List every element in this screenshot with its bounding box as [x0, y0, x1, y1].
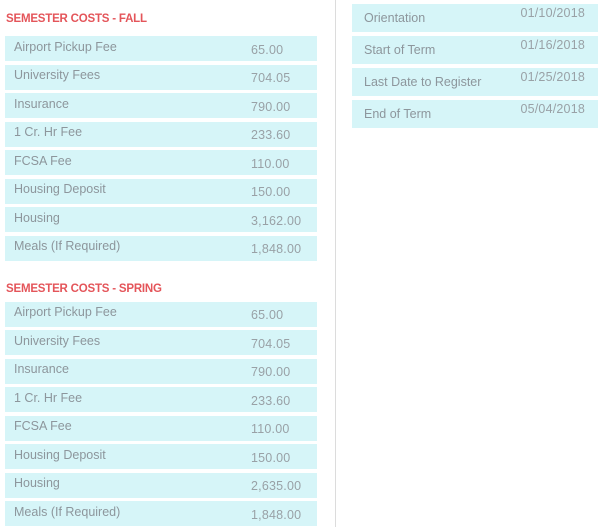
table-row: 1 Cr. Hr Fee 233.60 — [5, 121, 317, 147]
row-value: 704.05 — [251, 71, 291, 85]
row-value: 1,848.00 — [251, 242, 302, 256]
row-value: 233.60 — [251, 393, 291, 408]
row-value: 2,635.00 — [251, 479, 302, 493]
row-label: 1 Cr. Hr Fee — [14, 125, 83, 139]
row-value: 05/04/2018 — [520, 102, 585, 116]
table-row: 1 Cr. Hr Fee 233.60 — [5, 387, 317, 412]
row-label: Housing Deposit — [14, 447, 106, 462]
row-value: 150.00 — [251, 450, 291, 465]
spring-costs-table: Airport Pickup Fee 65.00 University Fees 70… — [5, 301, 317, 526]
row-label: FCSA Fee — [14, 153, 72, 168]
row-label: Last Date to Register — [364, 75, 482, 89]
row-label: Meals (If Required) — [14, 504, 121, 519]
row-value: 1,848.00 — [251, 507, 302, 522]
row-value: 790.00 — [251, 365, 291, 379]
row-label: Insurance — [14, 362, 69, 376]
vertical-divider — [335, 0, 336, 527]
table-row: Last Date to Register 01/25/2018 — [352, 68, 598, 96]
table-row: Meals (If Required) 1,848.00 — [5, 501, 317, 526]
row-label: Housing — [14, 210, 60, 225]
row-label: Airport Pickup Fee — [14, 305, 117, 319]
term-dates-table: Orientation 01/10/2018 Start of Term 01/16/… — [352, 4, 598, 132]
row-value: 65.00 — [251, 42, 284, 57]
semester-costs-panel: SEMESTER COSTS - FALL Airport Pickup Fee… — [5, 0, 317, 527]
row-label: University Fees — [14, 333, 101, 348]
table-row: Housing Deposit 150.00 — [5, 178, 317, 204]
table-row: Insurance 790.00 — [5, 93, 317, 118]
table-row: Start of Term 01/16/2018 — [352, 36, 598, 64]
table-row: Insurance 790.00 — [5, 358, 317, 384]
row-value: 704.05 — [251, 336, 291, 351]
fall-costs-title: SEMESTER COSTS - FALL — [6, 13, 147, 25]
table-row: Housing Deposit 150.00 — [5, 444, 317, 469]
row-label: Housing Deposit — [14, 182, 106, 196]
spring-costs-title: SEMESTER COSTS - SPRING — [6, 282, 162, 295]
fall-costs-section: SEMESTER COSTS - FALL Airport Pickup Fee… — [5, 12, 317, 261]
row-value: 01/10/2018 — [520, 6, 585, 20]
row-label: FCSA Fee — [14, 419, 72, 433]
row-value: 233.60 — [251, 128, 291, 142]
row-value: 3,162.00 — [251, 213, 302, 228]
row-label: Start of Term — [364, 43, 436, 57]
row-value: 110.00 — [251, 156, 290, 171]
row-value: 110.00 — [251, 422, 290, 436]
table-row: End of Term 05/04/2018 — [352, 100, 598, 128]
row-label: Insurance — [14, 96, 69, 111]
row-value: 790.00 — [251, 99, 291, 114]
table-row: University Fees 704.05 — [5, 330, 317, 355]
fall-costs-table: Airport Pickup Fee 65.00 University Fees 70… — [5, 36, 317, 261]
row-label: Airport Pickup Fee — [14, 39, 117, 54]
table-row: Housing 2,635.00 — [5, 472, 317, 498]
spring-costs-section: SEMESTER COSTS - SPRING Airport Pickup F… — [5, 282, 317, 526]
table-row: Orientation 01/10/2018 — [352, 4, 598, 32]
row-value: 150.00 — [251, 185, 291, 199]
table-row: Airport Pickup Fee 65.00 — [5, 36, 317, 61]
table-row: Airport Pickup Fee 65.00 — [5, 301, 317, 327]
table-row: Meals (If Required) 1,848.00 — [5, 235, 317, 261]
row-label: End of Term — [364, 107, 432, 121]
table-row: FCSA Fee 110.00 — [5, 415, 317, 441]
row-label: University Fees — [14, 68, 101, 82]
row-value: 01/25/2018 — [520, 70, 585, 84]
row-label: Orientation — [364, 11, 426, 25]
row-value: 65.00 — [251, 308, 284, 322]
row-value: 01/16/2018 — [520, 38, 585, 52]
row-label: Meals (If Required) — [14, 239, 121, 253]
table-row: FCSA Fee 110.00 — [5, 150, 317, 175]
row-label: Housing — [14, 476, 60, 490]
table-row: Housing 3,162.00 — [5, 207, 317, 232]
row-label: 1 Cr. Hr Fee — [14, 390, 83, 405]
table-row: University Fees 704.05 — [5, 64, 317, 90]
